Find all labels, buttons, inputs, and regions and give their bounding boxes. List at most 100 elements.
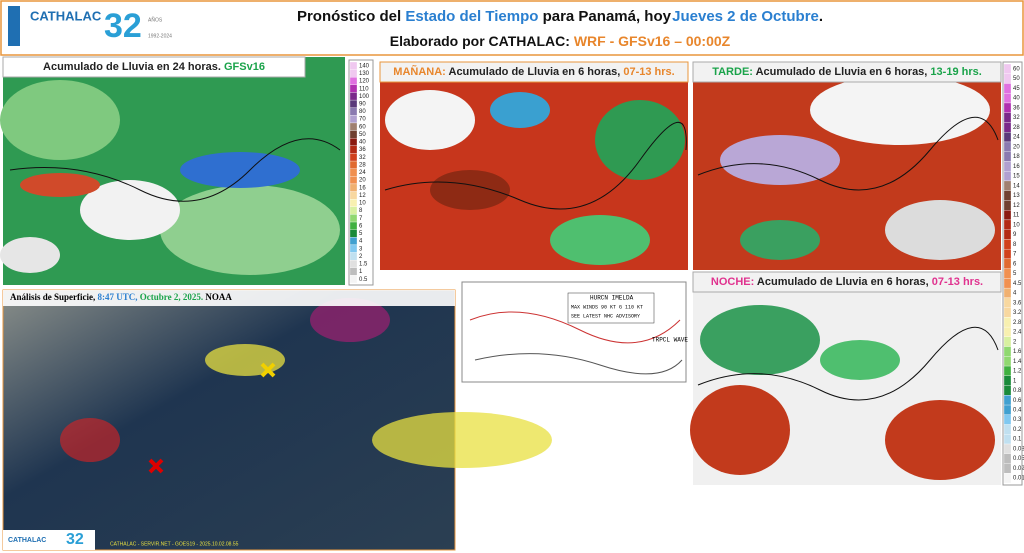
colorbar-label: 4	[359, 239, 363, 245]
title-part: TARDE:	[712, 66, 753, 78]
colorbar-label: 14	[1013, 183, 1020, 189]
colorbar-label: 40	[359, 140, 366, 146]
colorbar-label: 2	[1013, 339, 1017, 345]
colorbar-label: 80	[359, 109, 366, 115]
morning-map	[380, 62, 688, 270]
colorbar-segment	[349, 221, 358, 230]
colorbar-segment	[1003, 375, 1012, 386]
colorbar-segment	[1003, 239, 1012, 250]
colorbar-label: 100	[359, 94, 370, 100]
title-part: MAÑANA:	[393, 65, 446, 78]
colorbar-label: 1.5	[359, 262, 368, 268]
colorbar-segment	[1003, 141, 1012, 152]
colorbar-label: 60	[1013, 66, 1020, 72]
logo: CATHALAC 32 AÑOS 1992-2024	[8, 6, 172, 46]
colorbar-label: 2.4	[1013, 330, 1022, 336]
panel-title: Acumulado de Lluvia en 24 horas. GFSv16	[43, 61, 265, 73]
colorbar-label: 0.02	[1013, 466, 1024, 472]
colorbar-label: 1	[1013, 378, 1017, 384]
colorbar-frame	[1002, 61, 1023, 486]
colorbar-segment	[1003, 443, 1012, 454]
panel-title: Análisis de Superficie, 8:47 UTC, Octubr…	[10, 292, 232, 302]
title-part: .	[819, 8, 823, 25]
colorbar-label: 8	[1013, 242, 1017, 248]
colorbar-label: 7	[359, 216, 363, 222]
colorbar-label: 28	[359, 162, 366, 168]
colorbar-label: 18	[1013, 154, 1020, 160]
colorbar-label: 0.01	[1013, 476, 1024, 482]
colorbar-frame	[348, 59, 374, 286]
subtitle-part: - GFSv16 – 00:00Z	[610, 33, 731, 49]
logo-years: 32	[66, 531, 84, 548]
title-part: Acumulado de Lluvia en 24 horas.	[43, 61, 221, 73]
colorbar-segment	[1003, 434, 1012, 445]
colorbar-segment	[1003, 248, 1012, 260]
logo-name: CATHALAC	[8, 537, 46, 544]
colorbar-segment	[1003, 219, 1012, 230]
logo-years-label: AÑOS	[148, 16, 163, 23]
colorbar-segment	[1003, 463, 1012, 474]
colorbar-segment	[349, 191, 358, 200]
colorbar-label: 0.3	[1013, 417, 1022, 423]
colorbar-label: 5	[359, 231, 363, 237]
colorbar-segment	[349, 138, 358, 146]
logo-box	[3, 530, 95, 550]
nhc-box	[567, 292, 655, 324]
colorbar-label: 6	[359, 223, 363, 229]
colorbar-segment	[349, 214, 358, 223]
colorbar-label: 140	[359, 63, 370, 69]
colorbar-segment	[349, 115, 358, 124]
title-part: Acumulado de Lluvia en 6 horas,	[756, 66, 928, 78]
colorbar-segment	[349, 244, 358, 253]
panel-title: MAÑANA: Acumulado de Lluvia en 6 horas, …	[393, 65, 674, 78]
colorbar-label: 3.2	[1013, 310, 1022, 316]
colorbar-label: 3.6	[1013, 300, 1022, 306]
title-part: Análisis de Superficie,	[10, 292, 95, 302]
colorbar-label: 36	[1013, 105, 1020, 111]
colorbar-segment	[1003, 122, 1012, 133]
colorbar-label: 16	[1013, 164, 1020, 170]
header-subtitle: Elaborado por CATHALAC: WRF - GFSv16 – 0…	[390, 33, 731, 49]
colorbar-label: 10	[1013, 222, 1020, 228]
colorbar-segment	[1003, 307, 1012, 318]
colorbar-segment	[1003, 190, 1012, 201]
header-title: Pronóstico del Estado del Tiempo para Pa…	[297, 8, 823, 25]
colorbar-segment	[349, 153, 358, 162]
colorbar-segment	[1003, 365, 1012, 376]
colorbar-label: 20	[1013, 144, 1020, 150]
colorbar-label: 0.4	[1013, 407, 1022, 413]
colorbar-label: 4.5	[1013, 281, 1022, 287]
title-part: para Panamá, hoy	[543, 8, 672, 25]
nhc-label: TRPCL WAVE	[652, 337, 688, 344]
colorbar-label: 1.6	[1013, 349, 1022, 355]
colorbar-segment	[349, 267, 358, 276]
colorbar-segment	[1003, 200, 1012, 211]
colorbar-segment	[1003, 268, 1012, 279]
colorbar-segment	[1003, 63, 1012, 74]
colorbar-label: 11	[1013, 213, 1020, 219]
colorbar-segment	[349, 206, 358, 215]
colorbar-segment	[1003, 453, 1012, 464]
colorbar-segment	[1003, 278, 1012, 289]
colorbar-segment	[1003, 473, 1012, 484]
colorbar-segment	[349, 69, 358, 78]
colorbar-segment	[1003, 317, 1012, 328]
colorbar-label: 0.08	[1013, 446, 1024, 452]
logo-period: 1992-2024	[148, 33, 172, 39]
colorbar-label: 3	[359, 246, 363, 252]
colorbar-label: 90	[359, 101, 366, 107]
colorbar-label: 2.8	[1013, 320, 1022, 326]
colorbars: 1401301201101009080706050403632282420161…	[348, 59, 1024, 486]
colorbar-segment	[349, 199, 358, 207]
colorbar-segment	[1003, 210, 1012, 221]
colorbar-label: 45	[1013, 86, 1020, 92]
colorbar-segment	[1003, 297, 1012, 308]
colorbar-segment	[1003, 151, 1012, 162]
colorbar-segment	[1003, 180, 1012, 191]
colorbar-label: 32	[1013, 115, 1020, 121]
colorbar-segment	[1003, 336, 1012, 347]
title-box	[692, 61, 1002, 83]
colorbar-label: 2	[359, 254, 363, 260]
colorbar-label: 0.5	[359, 277, 368, 283]
colorbar-segment	[349, 160, 358, 169]
